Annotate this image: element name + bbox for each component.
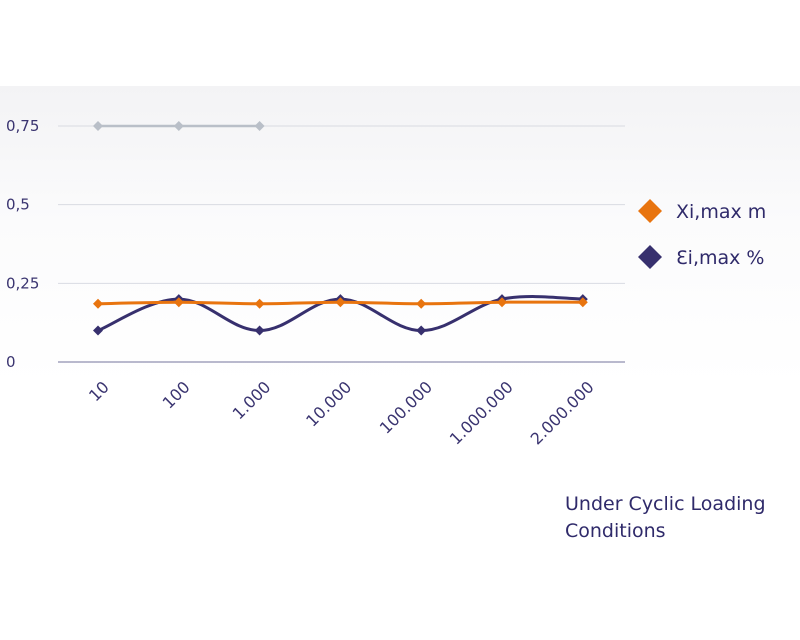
- legend: Xi,max m Ɛi,max %: [638, 199, 766, 269]
- data-point-marker: [93, 325, 103, 336]
- y-tick-label: 0,5: [6, 196, 30, 214]
- chart-background: [0, 86, 800, 386]
- data-point-marker: [93, 121, 103, 131]
- series-layer: [93, 121, 588, 336]
- data-point-marker: [173, 297, 184, 308]
- data-point-marker: [335, 297, 346, 308]
- series-reference-line: [93, 121, 265, 131]
- y-tick-label: 0: [6, 353, 16, 371]
- data-point-marker: [254, 298, 265, 309]
- series-line: [93, 297, 588, 309]
- legend-label: Xi,max m: [676, 201, 766, 223]
- data-point-marker: [254, 325, 265, 336]
- x-axis-ticks: 10 100 1.000 10.000 100.000 1.000.000 2.000.00…: [85, 377, 598, 448]
- data-point-marker: [173, 121, 184, 131]
- legend-label: Ɛi,max %: [676, 247, 764, 269]
- y-tick-label: 0,25: [6, 274, 39, 292]
- data-point-marker: [416, 325, 427, 336]
- y-axis-ticks: 0 0,25 0,5 0,75: [6, 117, 39, 371]
- data-point-marker: [497, 297, 507, 308]
- data-point-marker: [254, 121, 265, 131]
- data-point-marker: [416, 298, 427, 309]
- data-point-marker: [93, 298, 103, 309]
- chart-caption: Under Cyclic Loading Conditions: [565, 493, 766, 542]
- legend-marker: [638, 245, 662, 269]
- legend-marker: [638, 199, 662, 223]
- x-tick-label: 1.000.000: [446, 377, 517, 448]
- y-tick-label: 0,75: [6, 117, 39, 135]
- x-tick-label: 100.000: [376, 377, 436, 437]
- data-point-marker: [577, 297, 588, 308]
- x-tick-label: 2.000.000: [527, 377, 598, 448]
